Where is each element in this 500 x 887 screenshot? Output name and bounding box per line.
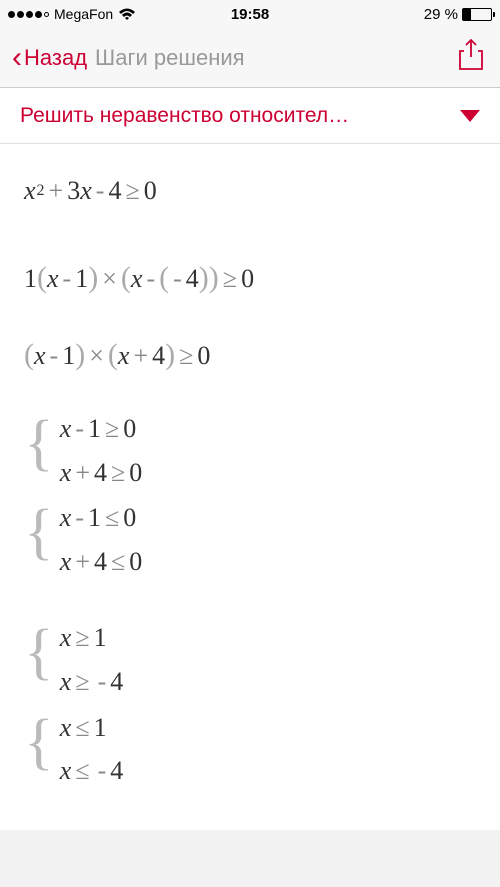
wifi-icon [118,8,136,21]
chevron-left-icon: ‹ [12,41,22,75]
share-button[interactable] [458,39,484,76]
carrier-label: MegaFon [54,6,113,22]
status-right: 29 % [424,6,492,23]
nav-bar: ‹ Назад Шаги решения [0,28,500,88]
task-dropdown[interactable]: Решить неравенство относител… [0,88,500,144]
chevron-down-icon [460,110,480,122]
solution-content: x2 + 3x - 4 ≥ 0 1 (x-1) × (x-(-4)) ≥ 0 (… [0,144,500,830]
system-2: { x-1≤0 x+4≤0 [24,501,476,579]
result-1: { x≥1 x≥-4 [24,621,476,699]
result-2: { x≤1 x≤-4 [24,711,476,789]
equation-main: x2 + 3x - 4 ≥ 0 [24,174,476,208]
battery-icon [462,8,492,21]
battery-percent: 29 % [424,6,458,23]
back-label: Назад [24,45,87,71]
page-title: Шаги решения [95,45,245,71]
equation-step3: (x-1) × (x+4) ≥ 0 [24,335,476,374]
back-button[interactable]: ‹ Назад [12,41,87,75]
task-label: Решить неравенство относител… [20,104,349,128]
equation-step2: 1 (x-1) × (x-(-4)) ≥ 0 [24,258,476,297]
status-left: MegaFon [8,6,136,22]
system-1: { x-1≥0 x+4≥0 [24,412,476,490]
share-icon [458,39,484,71]
status-bar: MegaFon 19:58 29 % [0,0,500,28]
signal-strength-icon [8,11,49,18]
status-time: 19:58 [231,6,269,23]
